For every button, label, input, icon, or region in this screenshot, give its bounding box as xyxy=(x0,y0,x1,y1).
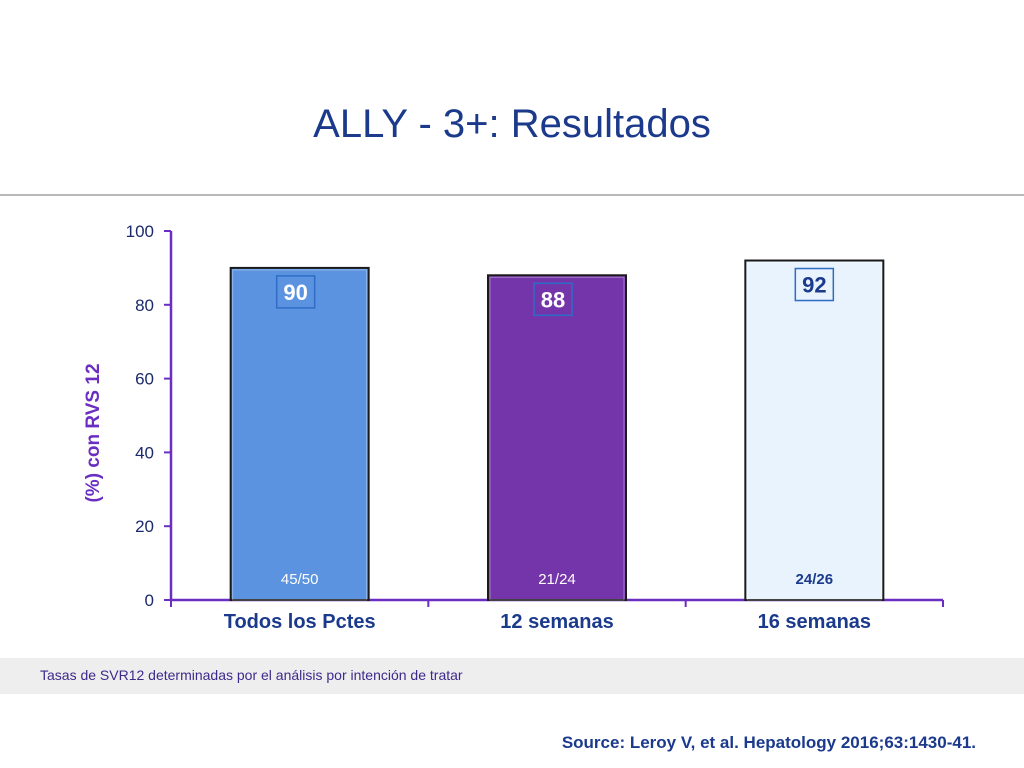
value-label: 90 xyxy=(283,280,307,305)
footnote-text: Tasas de SVR12 determinadas por el análi… xyxy=(40,667,463,683)
x-category-label: Todos los Pctes xyxy=(224,611,376,633)
value-label: 92 xyxy=(802,273,826,298)
bar xyxy=(487,274,627,601)
slide-title: ALLY - 3+: Resultados xyxy=(313,102,711,146)
chart-bars xyxy=(229,259,885,601)
value-label-box xyxy=(275,275,316,309)
chart-labels: 90 45/50 Todos los Pctes 88 21/24 12 semanas 9… xyxy=(224,267,871,633)
value-label-box xyxy=(794,267,835,302)
x-category-label: 12 semanas xyxy=(500,611,613,633)
y-axis-title: (%) con RVS 12 xyxy=(83,363,104,502)
bar xyxy=(744,259,885,601)
bar-highlight xyxy=(489,276,625,601)
y-tick-label: 0 xyxy=(145,591,154,610)
x-category-label: 16 semanas xyxy=(758,611,871,633)
count-label: 45/50 xyxy=(281,571,319,588)
y-tick-label: 40 xyxy=(135,443,154,462)
y-tick-label: 100 xyxy=(126,222,154,241)
footnote-band xyxy=(0,658,1024,694)
bar xyxy=(229,266,370,601)
source-citation: Source: Leroy V, et al. Hepatology 2016;… xyxy=(561,733,976,752)
bar-highlight xyxy=(232,269,368,601)
y-tick-label: 20 xyxy=(135,517,154,536)
count-label: 24/26 xyxy=(796,571,834,588)
value-label: 88 xyxy=(541,287,565,312)
y-tick-label: 60 xyxy=(135,370,154,389)
count-label: 21/24 xyxy=(538,571,576,588)
title-divider xyxy=(0,194,1024,196)
bar-highlight xyxy=(746,262,882,601)
y-tick-label: 80 xyxy=(135,296,154,315)
value-label-box xyxy=(533,282,573,317)
